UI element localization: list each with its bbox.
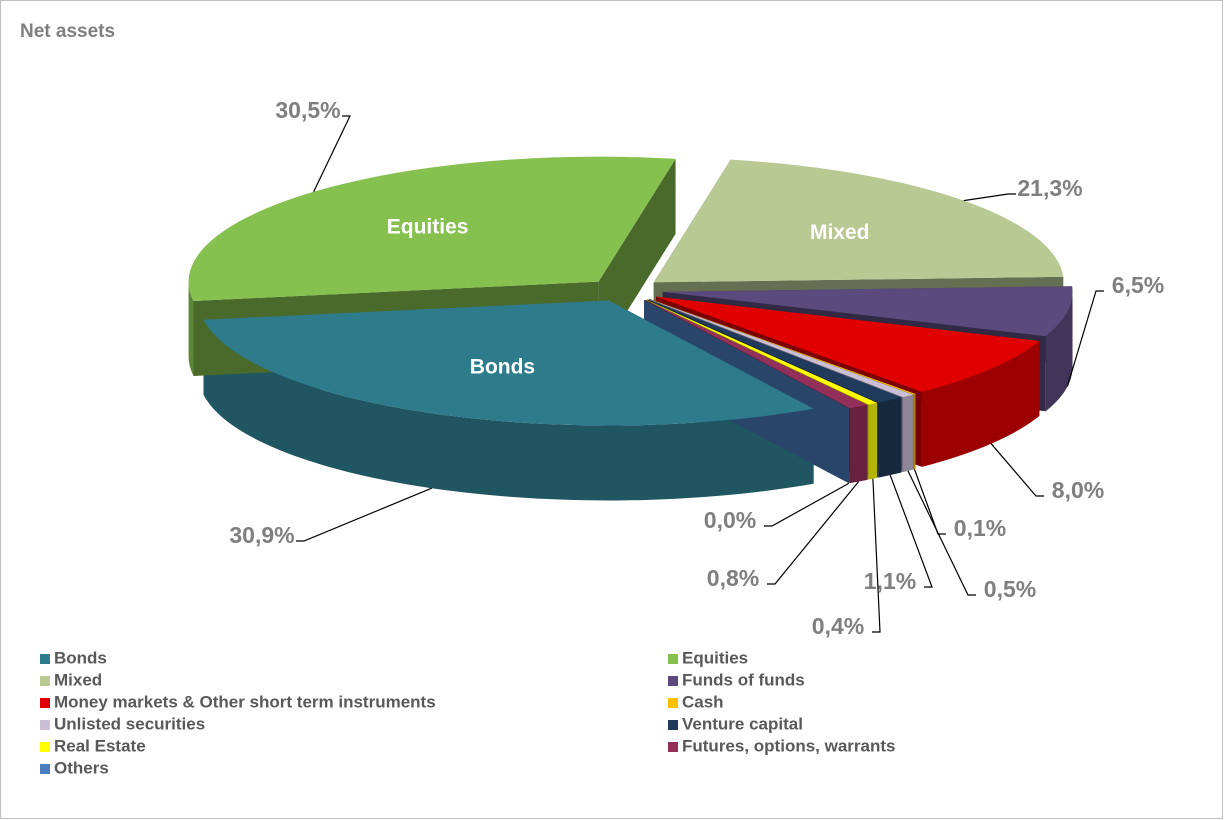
chart-title: Net assets — [20, 21, 115, 42]
slice-wall — [878, 397, 902, 478]
slice-tops — [188, 156, 1073, 426]
leader-line — [872, 478, 881, 633]
slice — [653, 159, 1064, 283]
legend-label: Others — [54, 758, 109, 777]
data-label: 6,5% — [1112, 272, 1164, 298]
data-label: 0,0% — [704, 507, 756, 533]
legend-swatch — [40, 698, 50, 708]
leader-line — [889, 474, 933, 588]
slice-wall — [921, 341, 1040, 467]
slice — [644, 299, 868, 409]
slice-label: Mixed — [810, 221, 870, 244]
slice-wall — [849, 404, 868, 484]
slice — [649, 298, 916, 395]
legend: Bonds Equities Mixed Funds of funds Money ma… — [40, 648, 895, 777]
legend-swatch — [40, 742, 50, 752]
leader-line — [1066, 290, 1104, 387]
legend-label: Unlisted securities — [54, 714, 205, 733]
legend-swatch — [668, 698, 678, 708]
legend-label: Venture capital — [682, 714, 803, 733]
slice-wall — [902, 394, 913, 473]
legend-swatch — [668, 676, 678, 686]
legend-swatch — [668, 654, 678, 664]
legend-label: Real Estate — [54, 736, 146, 755]
slice — [188, 156, 676, 301]
data-label: 0,8% — [707, 565, 759, 591]
slice-label: Bonds — [470, 356, 535, 379]
data-label: 0,5% — [984, 576, 1036, 602]
leader-line — [313, 115, 351, 193]
legend-swatch — [668, 742, 678, 752]
slice — [662, 286, 1073, 337]
data-label: 0,1% — [954, 515, 1006, 541]
data-label: 1,1% — [864, 568, 916, 594]
legend-swatch — [40, 720, 50, 730]
leader-line — [296, 487, 432, 542]
slice-wall — [203, 319, 814, 501]
labels: Bonds Equities Mixed 30,9% 30,5% 21,3% 6,5% 8,0… — [229, 97, 1164, 639]
data-label: 8,0% — [1052, 477, 1104, 503]
slice-wall — [188, 281, 194, 376]
legend-label: Funds of funds — [682, 670, 805, 689]
slice-wall — [868, 402, 878, 480]
leader-line — [764, 482, 850, 527]
legend-label: Equities — [682, 648, 748, 667]
slice-wall — [913, 393, 916, 470]
data-label: 0,4% — [812, 613, 864, 639]
leader-line — [767, 481, 860, 585]
slice-label: Equities — [387, 215, 469, 238]
legend-label: Futures, options, warrants — [682, 736, 895, 755]
data-label: 21,3% — [1017, 175, 1082, 201]
data-label: 30,9% — [229, 522, 294, 548]
data-label: 30,5% — [275, 97, 340, 123]
slice — [203, 300, 814, 426]
legend-label: Money markets & Other short term instrum… — [54, 692, 436, 711]
slice — [649, 298, 913, 398]
legend-swatch — [40, 764, 50, 774]
leader-line — [907, 470, 976, 596]
legend-label: Cash — [682, 692, 724, 711]
legend-swatch — [40, 676, 50, 686]
leader-line — [990, 443, 1044, 497]
legend-swatch — [668, 720, 678, 730]
slice — [647, 299, 902, 403]
legend-label: Bonds — [54, 648, 107, 667]
leader-line — [963, 193, 1016, 202]
slice-wall — [1045, 291, 1073, 412]
legend-label: Mixed — [54, 670, 102, 689]
slice — [646, 299, 878, 405]
slice — [656, 296, 1040, 392]
legend-swatch — [40, 654, 50, 664]
